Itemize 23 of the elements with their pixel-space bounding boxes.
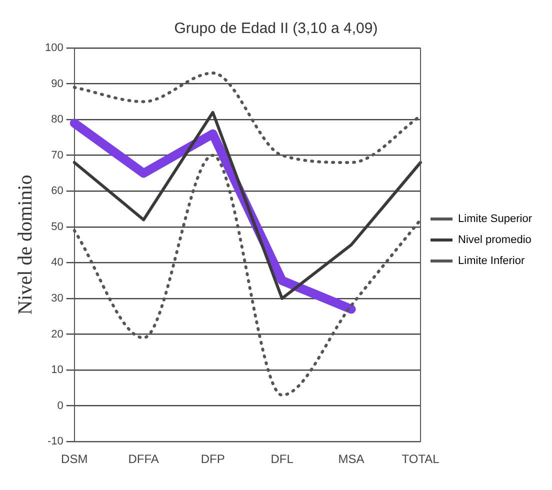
legend-label: Limite Superior [458, 213, 532, 226]
y-tick-label: 70 [51, 149, 64, 162]
legend-label: Limite Inferior [458, 255, 525, 268]
y-tick-label: 90 [51, 78, 64, 90]
y-tick-label: 20 [51, 328, 64, 340]
y-tick-label: 30 [51, 292, 64, 305]
x-tick-label: DSM [61, 452, 88, 466]
y-tick-label: 50 [51, 220, 64, 233]
y-tick-label: 0 [57, 400, 64, 412]
y-tick-label: 10 [51, 364, 64, 376]
x-tick-label: DFFA [128, 452, 159, 466]
y-tick-label: 60 [51, 185, 64, 198]
chart-title: Grupo de Edad II (3,10 a 4,09) [174, 20, 378, 38]
y-axis-title: Nivel de dominio [14, 174, 36, 315]
x-tick-label: DFP [200, 452, 225, 466]
x-tick-label: DFL [270, 452, 294, 466]
y-tick-label: 40 [51, 256, 64, 269]
x-tick-label: TOTAL [402, 452, 440, 466]
legend-label: Nivel promedio [458, 234, 532, 246]
y-tick-label: -10 [47, 436, 64, 448]
y-tick-label: 80 [51, 114, 64, 126]
y-tick-label: 100 [44, 42, 64, 54]
x-tick-label: MSA [338, 452, 364, 466]
